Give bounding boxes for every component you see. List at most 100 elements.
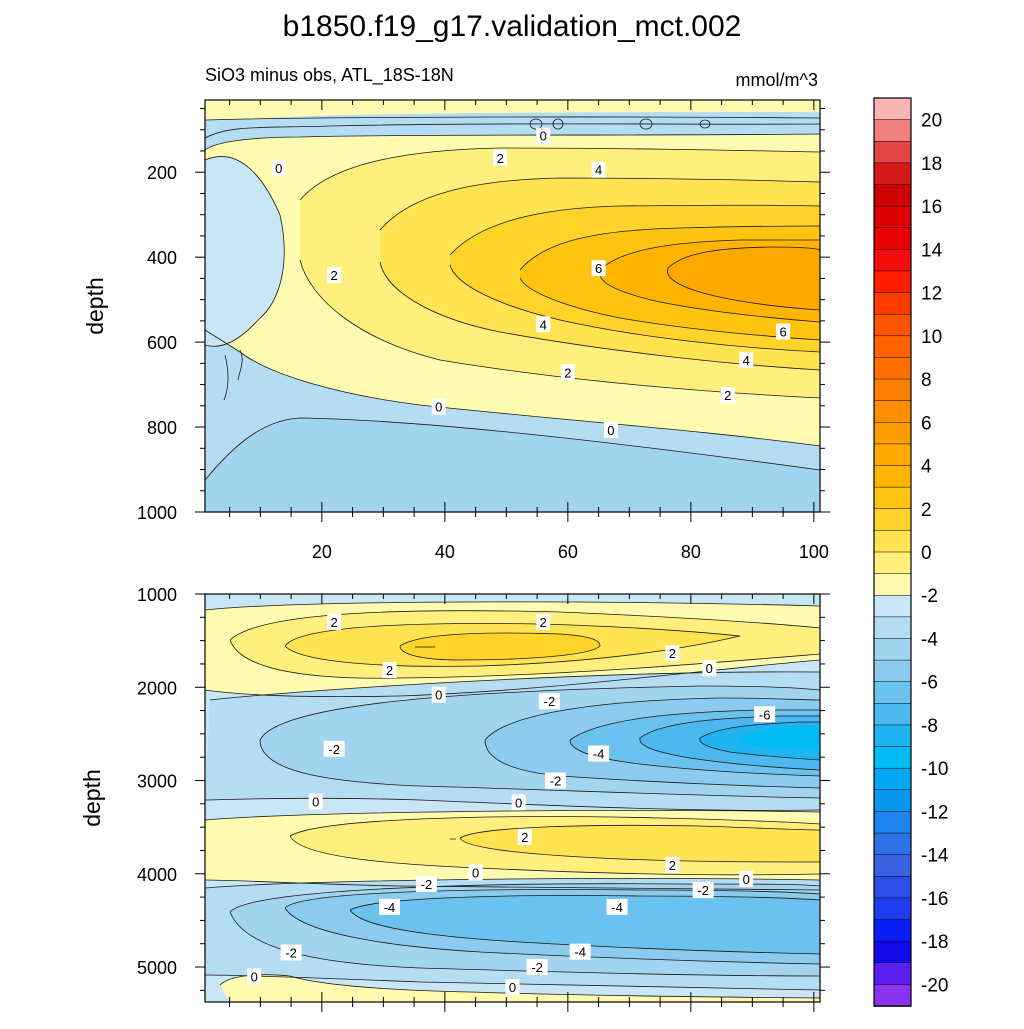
colorbar-labels: 20181614121086420-2-4-6-8-10-12-14-16-18…	[921, 111, 949, 997]
contour-label: 6	[595, 261, 602, 276]
contour-label: 4	[540, 317, 547, 332]
colorbar-swatch	[873, 400, 912, 424]
colorbar-swatch	[873, 638, 912, 661]
lower-band-bottom-positive	[220, 974, 820, 1002]
contour-label-box	[536, 613, 551, 630]
colorbar-frame	[873, 97, 912, 1007]
chart-title: b1850.f19_g17.validation_mct.002	[283, 10, 742, 43]
contour-label: 4	[743, 353, 750, 368]
contour-label-box	[536, 316, 551, 333]
x-tick-label: 80	[681, 542, 701, 562]
colorbar-tick-label: -2	[921, 586, 938, 607]
contour-label: -2	[531, 960, 543, 975]
lower-y-axis-label: depth	[79, 769, 105, 827]
contour-label: -4	[593, 746, 605, 761]
colorbar-swatch	[873, 227, 912, 251]
contour-label: 2	[564, 365, 571, 380]
contour-label: 2	[669, 858, 676, 873]
colorbar-swatch	[873, 249, 912, 272]
upper-plot-frame	[204, 99, 821, 513]
colorbar-tick-label: 14	[921, 240, 943, 261]
colorbar-swatch	[873, 465, 912, 488]
colorbar-swatch	[873, 313, 912, 337]
contour-label: -2	[328, 742, 340, 757]
colorbar-tick-label: -4	[921, 629, 938, 650]
contour-label: 2	[724, 388, 731, 403]
colorbar-tick-label: -12	[921, 802, 948, 823]
colorbar-swatch	[873, 984, 912, 1007]
contour-label: 2	[540, 615, 547, 630]
contour-label: 0	[509, 980, 516, 995]
contour-label: 0	[706, 661, 713, 676]
colorbar-swatch	[873, 378, 912, 402]
colorbar-swatch	[873, 573, 912, 596]
colorbar-tick-label: -6	[921, 673, 938, 694]
contour-label-box	[280, 944, 302, 961]
colorbar-swatch	[873, 746, 912, 769]
contour-label: 0	[312, 794, 319, 809]
contour-label-box	[665, 645, 680, 662]
contour-label-box	[591, 260, 606, 277]
lower-contour-panel: 2 2 2 0 2 0 -2 -6 -2 -4 -2 0 0 2 2 0 0 -2 -2 -4 -4 -4 -2 -2 0 0 1…	[79, 585, 830, 1012]
y-tick-label: 5000	[137, 958, 177, 978]
units-label: mmol/m^3	[736, 70, 818, 90]
contour-label: 4	[595, 163, 602, 178]
contour-label-box	[382, 662, 397, 679]
lower-band-mid-3-4	[460, 825, 820, 862]
contour-label: -2	[544, 694, 556, 709]
colorbar-swatch	[873, 119, 912, 142]
contour-label-box	[327, 613, 342, 630]
colorbar-swatch	[873, 335, 912, 359]
contour-label-box	[379, 898, 400, 915]
contour-label: -4	[611, 900, 623, 915]
colorbar-tick-label: 2	[921, 500, 932, 521]
contour-label: 0	[540, 129, 547, 144]
colorbar-tick-label: 12	[921, 284, 942, 305]
colorbar-swatches	[873, 97, 912, 1007]
colorbar: 20181614121086420-2-4-6-8-10-12-14-16-18…	[873, 97, 949, 1007]
colorbar-swatch	[873, 811, 912, 834]
contour-label-box	[415, 876, 437, 893]
contour-label: 2	[497, 151, 504, 166]
colorbar-tick-label: 4	[921, 457, 932, 478]
contour-band-7-8	[667, 247, 820, 310]
x-tick-label: 60	[558, 542, 578, 562]
contour-label-box	[431, 686, 446, 703]
colorbar-swatch	[873, 530, 912, 553]
y-tick-label: 600	[147, 333, 177, 353]
colorbar-swatch	[873, 486, 912, 510]
contour-label: 0	[435, 688, 442, 703]
contour-label: 0	[435, 400, 442, 415]
contour-label-box	[545, 772, 567, 789]
colorbar-swatch	[873, 508, 912, 532]
colorbar-swatch	[873, 292, 912, 315]
contour-label-box	[323, 740, 345, 757]
colorbar-tick-label: 10	[921, 327, 942, 348]
contour-label: -2	[285, 946, 297, 961]
colorbar-swatch	[873, 97, 912, 121]
lower-band-neg-6-7	[739, 726, 820, 750]
contour-label-box	[603, 422, 618, 439]
lower-contour-lines	[205, 601, 820, 999]
colorbar-swatch	[873, 876, 912, 899]
colorbar-swatch	[873, 940, 912, 964]
colorbar-swatch	[873, 162, 912, 186]
contour-label-box	[247, 968, 262, 985]
contour-label-box	[517, 828, 532, 845]
contour-label-box	[776, 323, 791, 340]
contour-label-box	[720, 387, 735, 404]
colorbar-swatch	[873, 270, 912, 294]
colorbar-swatch	[873, 703, 912, 726]
y-tick-label: 4000	[137, 865, 177, 885]
colorbar-tick-label: 8	[921, 370, 932, 391]
lower-band-4-5	[400, 633, 600, 660]
colorbar-swatch	[873, 919, 912, 942]
contour-label-box	[588, 745, 610, 762]
colorbar-tick-label: 6	[921, 413, 932, 434]
colorbar-swatch	[873, 422, 912, 445]
colorbar-swatch	[873, 962, 912, 986]
